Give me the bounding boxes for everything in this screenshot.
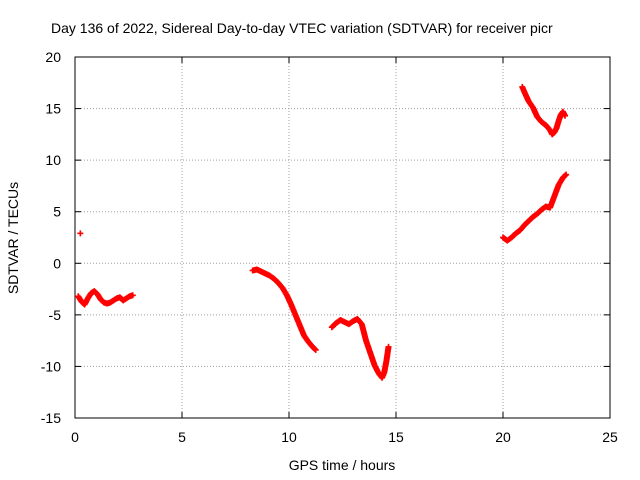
y-tick-label: 0 [53,255,61,271]
y-tick-label: 5 [53,204,61,220]
y-tick-label: -15 [41,410,61,426]
x-tick-label: 25 [602,429,618,445]
x-tick-label: 0 [71,429,79,445]
plot-frame [74,56,611,419]
y-axis-label: SDTVAR / TECUs [5,182,21,294]
x-axis-label: GPS time / hours [289,457,396,473]
data-point [77,230,84,237]
y-tick-label: -10 [41,358,61,374]
grid [75,57,610,418]
data-point [563,171,570,178]
y-tick-label: 15 [45,101,61,117]
chart-title: Day 136 of 2022, Sidereal Day-to-day VTE… [51,20,553,36]
data-point [129,292,136,299]
axis-ticks [74,56,611,419]
data-points [75,83,570,381]
x-tick-label: 10 [281,429,297,445]
tick-labels: 0 5 10 15 20 25 -15 -10 -5 0 5 10 15 20 [41,49,618,445]
x-tick-label: 20 [495,429,511,445]
y-tick-label: -5 [49,307,62,323]
data-point [385,343,392,350]
x-tick-label: 15 [388,429,404,445]
x-tick-label: 5 [178,429,186,445]
y-tick-label: 10 [45,152,61,168]
data-point [562,112,569,119]
data-point [312,346,319,353]
y-tick-label: 20 [45,49,61,65]
